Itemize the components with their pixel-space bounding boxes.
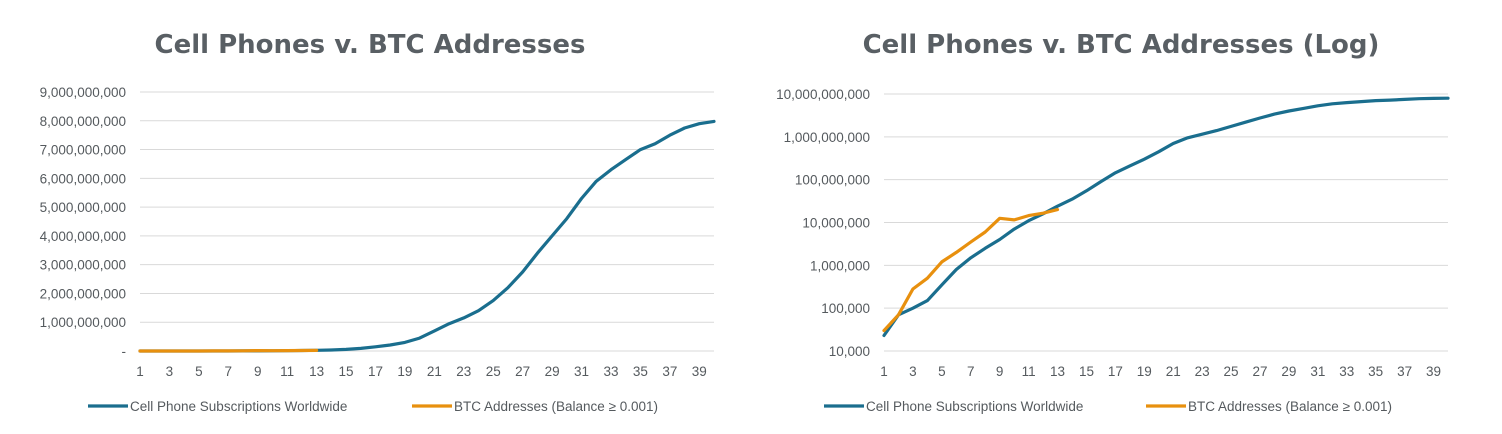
legend-label-btc-addresses: BTC Addresses (Balance ≥ 0.001) (1188, 399, 1392, 414)
chart-panel-linear: Cell Phones v. BTC Addresses - 1,000,000,… (0, 0, 740, 434)
x-tick-label: 19 (1137, 364, 1152, 379)
x-tick-label: 27 (1252, 364, 1267, 379)
x-tick-label: 5 (938, 364, 946, 379)
x-tick-label: 33 (1339, 364, 1354, 379)
y-tick-label: 9,000,000,000 (40, 85, 126, 100)
y-tick-label: 10,000,000 (802, 216, 870, 231)
x-tick-label: 11 (1022, 364, 1036, 379)
x-tick-label: 23 (1195, 364, 1210, 379)
x-tick-label: 7 (967, 364, 975, 379)
x-tick-label: 17 (368, 364, 383, 379)
x-tick-label: 37 (662, 364, 677, 379)
x-tick-label: 15 (1079, 364, 1094, 379)
x-tick-label: 25 (486, 364, 501, 379)
y-tick-label: 5,000,000,000 (40, 200, 126, 215)
x-tick-label: 21 (1166, 364, 1181, 379)
x-tick-label: 39 (692, 364, 707, 379)
x-tick-label: 21 (427, 364, 442, 379)
chart-title: Cell Phones v. BTC Addresses (Log) (862, 30, 1380, 60)
x-tick-label: 27 (515, 364, 530, 379)
x-tick-label: 1 (880, 364, 888, 379)
y-tick-label: 7,000,000,000 (40, 143, 126, 158)
x-tick-label: 3 (166, 364, 174, 379)
x-tick-label: 35 (633, 364, 648, 379)
x-tick-label: 19 (397, 364, 412, 379)
x-tick-label: 31 (1310, 364, 1325, 379)
x-tick-label: 17 (1108, 364, 1123, 379)
y-tick-label: 1,000,000,000 (40, 315, 126, 330)
y-tick-label: 10,000,000,000 (776, 87, 870, 102)
x-tick-label: 9 (254, 364, 262, 379)
x-tick-label: 11 (280, 364, 294, 379)
legend-label-cell-phones: Cell Phone Subscriptions Worldwide (130, 399, 347, 414)
x-tick-label: 25 (1224, 364, 1239, 379)
y-tick-label: 6,000,000,000 (40, 171, 126, 186)
x-tick-label: 29 (1281, 364, 1296, 379)
y-tick-label: 100,000 (821, 301, 870, 316)
x-tick-label: 35 (1368, 364, 1383, 379)
legend-label-btc-addresses: BTC Addresses (Balance ≥ 0.001) (454, 399, 658, 414)
x-tick-label: 9 (996, 364, 1004, 379)
series-line-btc-addresses (138, 348, 319, 353)
y-tick-label: 10,000 (829, 344, 870, 359)
y-tick-label: - (122, 344, 127, 359)
series-line-btc-addresses (882, 208, 1060, 333)
y-tick-label: 3,000,000,000 (40, 258, 126, 273)
legend-label-cell-phones: Cell Phone Subscriptions Worldwide (866, 399, 1083, 414)
x-tick-label: 23 (456, 364, 471, 379)
chart-log-svg: 10,000 100,000 1,000,000 10,000,000 100,000,… (776, 87, 1450, 414)
y-tick-label: 1,000,000 (810, 258, 870, 273)
x-tick-label: 31 (574, 364, 589, 379)
x-tick-label: 39 (1426, 364, 1441, 379)
y-tick-label: 2,000,000,000 (40, 286, 126, 301)
x-tick-label: 3 (909, 364, 917, 379)
x-tick-label: 13 (1050, 364, 1065, 379)
y-tick-label: 8,000,000,000 (40, 114, 126, 129)
x-tick-label: 13 (309, 364, 324, 379)
x-tick-label: 29 (545, 364, 560, 379)
x-tick-label: 15 (339, 364, 354, 379)
chart-panel-log: Cell Phones v. BTC Addresses (Log) 10,00… (740, 0, 1502, 434)
x-tick-label: 5 (195, 364, 203, 379)
y-tick-label: 100,000,000 (795, 173, 870, 188)
series-line-cell-phones (882, 96, 1450, 338)
chart-title: Cell Phones v. BTC Addresses (154, 30, 586, 60)
x-tick-label: 33 (603, 364, 618, 379)
chart-linear-svg: - 1,000,000,000 2,000,000,000 3,000,000,000… (40, 85, 716, 414)
x-tick-label: 37 (1397, 364, 1412, 379)
y-tick-label: 4,000,000,000 (40, 229, 126, 244)
x-tick-label: 7 (225, 364, 233, 379)
x-tick-label: 1 (136, 364, 144, 379)
y-tick-label: 1,000,000,000 (784, 130, 870, 145)
